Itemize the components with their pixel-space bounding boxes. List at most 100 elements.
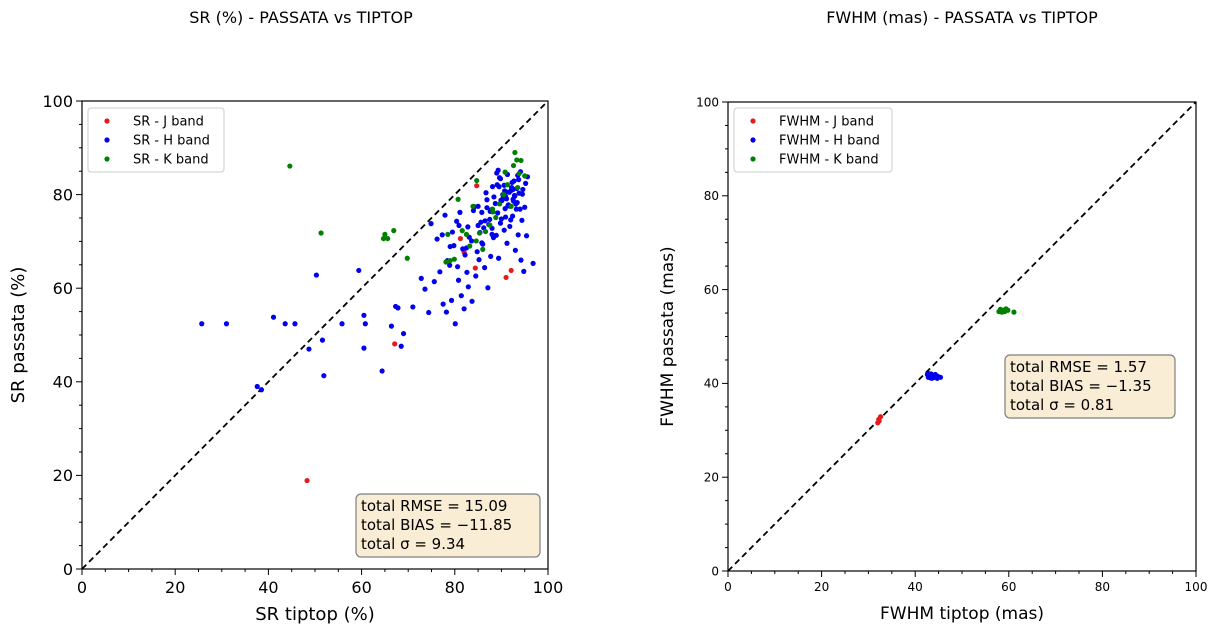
y-tick-label: 100 bbox=[696, 95, 719, 109]
data-point bbox=[515, 184, 521, 191]
data-point bbox=[497, 220, 504, 226]
data-point bbox=[380, 235, 387, 242]
data-point bbox=[510, 186, 516, 193]
data-point bbox=[451, 256, 457, 262]
data-point bbox=[473, 273, 479, 279]
data-point bbox=[496, 255, 502, 261]
data-point bbox=[382, 231, 388, 237]
data-point bbox=[449, 229, 456, 235]
x-tick-label: 60 bbox=[351, 578, 371, 597]
x-tick-label: 40 bbox=[258, 578, 278, 597]
data-point bbox=[530, 260, 536, 266]
data-point bbox=[931, 373, 937, 379]
data-point bbox=[447, 257, 453, 264]
data-point bbox=[489, 231, 495, 237]
data-point bbox=[478, 219, 484, 225]
legend-label: SR - J band bbox=[133, 115, 204, 130]
data-point bbox=[510, 162, 517, 169]
data-point bbox=[498, 216, 504, 222]
stats-line: total σ = 9.34 bbox=[361, 535, 465, 553]
legend-label: FWHM - K band bbox=[779, 153, 879, 168]
data-point bbox=[379, 368, 385, 374]
legend-marker bbox=[104, 137, 110, 143]
data-point bbox=[445, 231, 451, 237]
data-point bbox=[476, 230, 483, 236]
data-point bbox=[508, 203, 514, 209]
legend-label: FWHM - J band bbox=[779, 115, 874, 130]
x-axis-label: FWHM tiptop (mas) bbox=[880, 604, 1044, 624]
y-tick-label: 60 bbox=[704, 283, 719, 297]
data-point bbox=[494, 170, 500, 176]
data-point bbox=[496, 201, 503, 207]
data-point bbox=[519, 191, 525, 197]
data-point bbox=[223, 321, 230, 327]
data-point bbox=[418, 275, 424, 281]
stats-box bbox=[355, 493, 541, 558]
data-point bbox=[504, 240, 510, 246]
data-point bbox=[513, 206, 519, 212]
x-tick-label: 0 bbox=[724, 580, 732, 594]
x-tick-label: 60 bbox=[1001, 580, 1016, 594]
data-point bbox=[440, 301, 446, 307]
data-point bbox=[521, 268, 527, 274]
stats-line: total BIAS = −11.85 bbox=[361, 516, 512, 534]
y-axis-label: SR passata (%) bbox=[8, 267, 29, 404]
data-point bbox=[1011, 309, 1017, 315]
data-point bbox=[491, 194, 497, 200]
data-point bbox=[443, 259, 449, 265]
data-point bbox=[480, 246, 486, 252]
data-point bbox=[356, 267, 362, 274]
data-point bbox=[488, 253, 494, 259]
y-tick-label: 40 bbox=[704, 377, 719, 391]
data-point bbox=[504, 182, 511, 188]
y-tick-label: 20 bbox=[53, 466, 73, 485]
fwhm-panel: FWHM (mas) - PASSATA vs TIPTOP 0 20 40 60 80 1… bbox=[658, 8, 1207, 624]
legend-label: SR - H band bbox=[133, 134, 210, 149]
data-point bbox=[270, 314, 277, 320]
x-tick-label: 0 bbox=[77, 578, 87, 597]
x-tick-label: 20 bbox=[165, 578, 185, 597]
data-point bbox=[443, 309, 450, 315]
data-point bbox=[470, 203, 476, 209]
data-point bbox=[455, 196, 461, 202]
data-point bbox=[502, 169, 508, 175]
data-point bbox=[487, 216, 493, 223]
data-point bbox=[428, 221, 434, 227]
data-point bbox=[254, 383, 260, 390]
data-point bbox=[484, 197, 490, 203]
data-point bbox=[321, 373, 327, 379]
data-point bbox=[511, 178, 517, 184]
data-point bbox=[410, 304, 416, 310]
data-point bbox=[479, 209, 485, 215]
data-point bbox=[319, 337, 326, 343]
identity-line bbox=[727, 101, 1197, 572]
legend-label: FWHM - H band bbox=[779, 134, 880, 149]
data-point bbox=[456, 222, 462, 229]
data-point bbox=[439, 232, 445, 238]
data-point bbox=[362, 321, 368, 327]
data-point bbox=[511, 192, 518, 199]
data-point bbox=[497, 176, 504, 182]
data-point bbox=[513, 201, 519, 207]
data-point bbox=[385, 235, 391, 242]
data-point bbox=[480, 241, 486, 247]
data-point bbox=[282, 321, 288, 327]
y-axis-label: FWHM passata (mas) bbox=[658, 246, 678, 426]
data-point bbox=[520, 186, 526, 193]
data-point bbox=[512, 247, 518, 253]
data-point bbox=[483, 190, 489, 196]
y-tick-label: 0 bbox=[63, 560, 73, 579]
data-point bbox=[431, 279, 437, 285]
data-point bbox=[1001, 308, 1007, 314]
data-point bbox=[472, 265, 478, 271]
data-point bbox=[496, 184, 502, 190]
data-point bbox=[476, 257, 482, 263]
data-point bbox=[454, 218, 460, 224]
data-point bbox=[474, 177, 480, 184]
data-point bbox=[464, 269, 470, 275]
stats-line: total RMSE = 15.09 bbox=[361, 497, 507, 515]
data-point bbox=[502, 214, 509, 220]
data-point bbox=[461, 306, 467, 312]
y-tick-label: 40 bbox=[53, 373, 73, 392]
